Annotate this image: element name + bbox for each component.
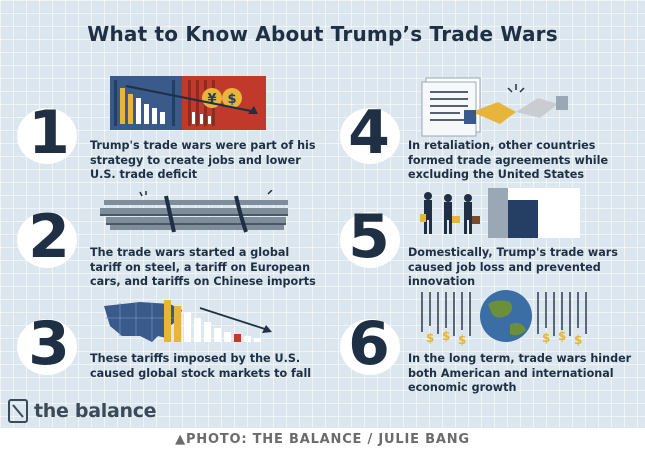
balance-logo-icon bbox=[8, 399, 28, 423]
number-blob bbox=[340, 319, 400, 375]
number-5: 5 bbox=[334, 202, 404, 274]
steel-beams-icon bbox=[100, 190, 288, 233]
brand-name: the balance bbox=[34, 400, 157, 422]
infographic-title: What to Know About Trump’s Trade Wars bbox=[87, 22, 558, 46]
item-1-caption: Trump's trade wars were part of his stra… bbox=[90, 139, 316, 181]
shipping-container-currency-icon: ¥ $ bbox=[110, 76, 266, 130]
number-blob bbox=[17, 108, 77, 164]
svg-text:$: $ bbox=[542, 331, 550, 345]
svg-text:$: $ bbox=[558, 329, 566, 343]
number-2: 2 bbox=[14, 202, 84, 274]
number-blob bbox=[17, 319, 77, 375]
photo-credit: ▲PHOTO: THE BALANCE / JULIE BANG bbox=[175, 432, 470, 447]
brand-logo: the balance bbox=[8, 398, 157, 424]
number-3: 3 bbox=[14, 309, 84, 381]
svg-text:$: $ bbox=[426, 331, 434, 345]
number-6: 6 bbox=[334, 309, 404, 381]
number-1: 1 bbox=[14, 98, 84, 170]
item-3-caption: These tariffs imposed by the U.S. caused… bbox=[90, 352, 312, 380]
svg-text:$: $ bbox=[442, 329, 450, 343]
item-2-caption: The trade wars started a global tariff o… bbox=[90, 246, 316, 288]
number-blob bbox=[17, 212, 77, 268]
handshake-agreement-icon bbox=[421, 77, 568, 137]
item-6-caption: In the long term, trade wars hinder both… bbox=[408, 352, 632, 394]
number-4: 4 bbox=[334, 98, 404, 170]
svg-text:$: $ bbox=[458, 333, 466, 346]
svg-text:$: $ bbox=[574, 333, 582, 346]
item-4-caption: In retaliation, other countries formed t… bbox=[408, 139, 609, 181]
globe-money-icon: $ $ $ $ $ $ bbox=[421, 290, 587, 346]
number-blob bbox=[340, 212, 400, 268]
number-blob bbox=[340, 108, 400, 164]
us-map-falling-chart-icon bbox=[104, 300, 272, 342]
item-5-caption: Domestically, Trump's trade wars caused … bbox=[408, 246, 618, 288]
svg-text:$: $ bbox=[227, 92, 236, 107]
infographic: What to Know About Trump’s Trade Wars 1 … bbox=[0, 0, 645, 428]
workers-leaving-factory-icon bbox=[420, 188, 580, 238]
svg-text:¥: ¥ bbox=[207, 92, 216, 107]
